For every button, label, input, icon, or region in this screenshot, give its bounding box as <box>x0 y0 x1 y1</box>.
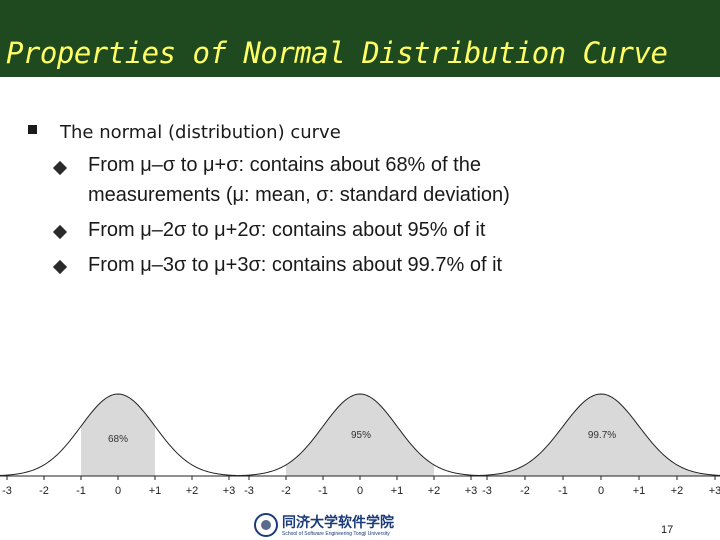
diamond-bullet-icon <box>52 259 68 275</box>
shaded-area <box>81 394 155 476</box>
x-tick-label: 0 <box>598 485 604 497</box>
x-tick-label: -2 <box>281 485 291 497</box>
curve-line <box>475 393 720 477</box>
percentage-label: 68% <box>108 434 128 445</box>
normal-curve-panel: -3 -2 -1 0 +1 +2 +3 68% <box>0 393 241 497</box>
shaded-area <box>487 394 715 476</box>
x-tick-label: +1 <box>633 485 646 497</box>
diamond-bullet-icon <box>52 224 68 240</box>
x-tick-label: -2 <box>39 485 49 497</box>
page-number: 17 <box>661 524 674 536</box>
sub-bullet-2: From μ–2σ to μ+2σ: contains about 95% of… <box>88 219 486 241</box>
normal-curve-panel: -3 -2 -1 0 +1 +2 +3 99.7% <box>475 393 720 497</box>
x-tick-label: +3 <box>465 485 478 497</box>
x-tick-label: -1 <box>558 485 568 497</box>
x-tick-label: 0 <box>115 485 121 497</box>
curve-line <box>0 393 241 477</box>
x-tick-label: +2 <box>186 485 199 497</box>
x-tick-label: -1 <box>318 485 328 497</box>
x-tick-label: +1 <box>149 485 162 497</box>
logo-english-text: School of Software Engineering Tongji Un… <box>282 531 390 537</box>
shaded-area <box>286 394 434 476</box>
x-tick-label: -3 <box>482 485 492 497</box>
x-tick-label: +2 <box>428 485 441 497</box>
x-tick-label: -3 <box>244 485 254 497</box>
diamond-bullet-icon <box>52 160 68 176</box>
x-tick-label: +2 <box>671 485 684 497</box>
x-tick-label: -3 <box>2 485 12 497</box>
university-logo: 同济大学软件学院 School of Software Engineering … <box>252 512 420 540</box>
percentage-label: 99.7% <box>588 430 616 441</box>
x-tick-label: +1 <box>391 485 404 497</box>
percentage-label: 95% <box>351 430 371 441</box>
slide-title: Properties of Normal Distribution Curve <box>6 36 668 70</box>
x-tick-label: 0 <box>357 485 363 497</box>
x-tick-label: -1 <box>76 485 86 497</box>
logo-chinese-text: 同济大学软件学院 <box>282 515 394 531</box>
sub-bullet-1-line-1: From μ–σ to μ+σ: contains about 68% of t… <box>88 154 481 176</box>
curve-line <box>237 393 483 477</box>
bullet-square-icon <box>28 125 37 134</box>
title-bar: Properties of Normal Distribution Curve <box>0 0 720 77</box>
sub-bullet-1-line-2: measurements (μ: mean, σ: standard devia… <box>88 184 510 206</box>
x-tick-label: +3 <box>709 485 720 497</box>
x-tick-label: +3 <box>223 485 236 497</box>
normal-curve-panel: -3 -2 -1 0 +1 +2 +3 95% <box>237 393 483 497</box>
sub-bullet-3: From μ–3σ to μ+3σ: contains about 99.7% … <box>88 254 503 276</box>
normal-curves-figure: -3 -2 -1 0 +1 +2 +3 68% -3 -2 -1 0 +1 +2 +3 95% -3 -2 -1 0 +… <box>0 393 720 497</box>
university-seal-icon <box>254 513 278 537</box>
x-tick-label: -2 <box>520 485 530 497</box>
main-bullet-text: The normal (distribution) curve <box>60 122 341 143</box>
